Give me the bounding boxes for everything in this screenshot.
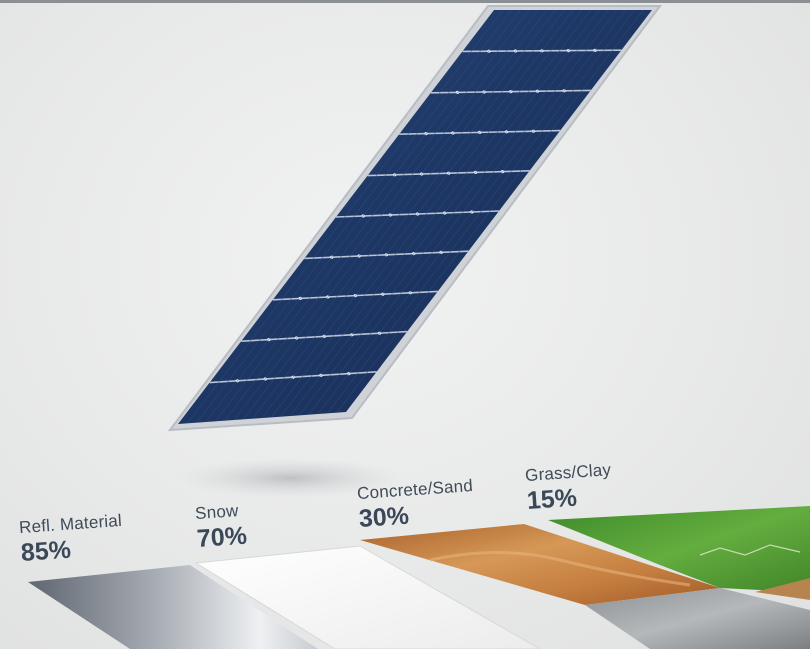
panel-cell-line bbox=[308, 9, 618, 415]
panel-cell-line bbox=[299, 9, 609, 416]
panel-cell-line bbox=[233, 9, 547, 421]
panel-cell-line bbox=[336, 9, 644, 413]
panel-cell-line bbox=[205, 9, 521, 423]
sand-strip bbox=[360, 524, 720, 605]
panel-cell-line bbox=[271, 9, 583, 418]
concrete-strip bbox=[585, 588, 810, 649]
panel-cell-line bbox=[196, 9, 512, 423]
sand-dune-ripple bbox=[429, 551, 691, 587]
grass-crack bbox=[699, 544, 801, 556]
snow-strip bbox=[194, 545, 542, 649]
panel-cell-line bbox=[224, 9, 539, 421]
panel-cell-line bbox=[317, 9, 626, 415]
surface-albedo: 70% bbox=[195, 521, 248, 554]
panel-cell-line bbox=[327, 9, 635, 414]
top-border bbox=[0, 0, 810, 3]
reflective-material-strip bbox=[28, 565, 318, 649]
panel-cell-line bbox=[252, 9, 565, 419]
clay-patch bbox=[755, 578, 810, 600]
panel-cell-line bbox=[280, 9, 591, 417]
grass-strip bbox=[548, 506, 810, 596]
label-reflective-material: Refl. Material 85% bbox=[19, 511, 125, 568]
panel-cell-line bbox=[187, 9, 504, 424]
surface-albedo: 15% bbox=[525, 483, 578, 516]
label-snow: Snow 70% bbox=[195, 501, 248, 554]
panel-cell-line bbox=[215, 9, 530, 422]
solar-panel-gridlines bbox=[187, 9, 644, 424]
surface-name: Snow bbox=[194, 501, 240, 524]
panel-cell-line bbox=[243, 9, 556, 420]
label-concrete-sand: Concrete/Sand 30% bbox=[357, 476, 476, 534]
panel-shadow bbox=[175, 458, 405, 498]
label-grass-clay: Grass/Clay 15% bbox=[525, 460, 614, 516]
panel-cell-line bbox=[261, 9, 574, 419]
panel-cell-line bbox=[289, 9, 600, 417]
